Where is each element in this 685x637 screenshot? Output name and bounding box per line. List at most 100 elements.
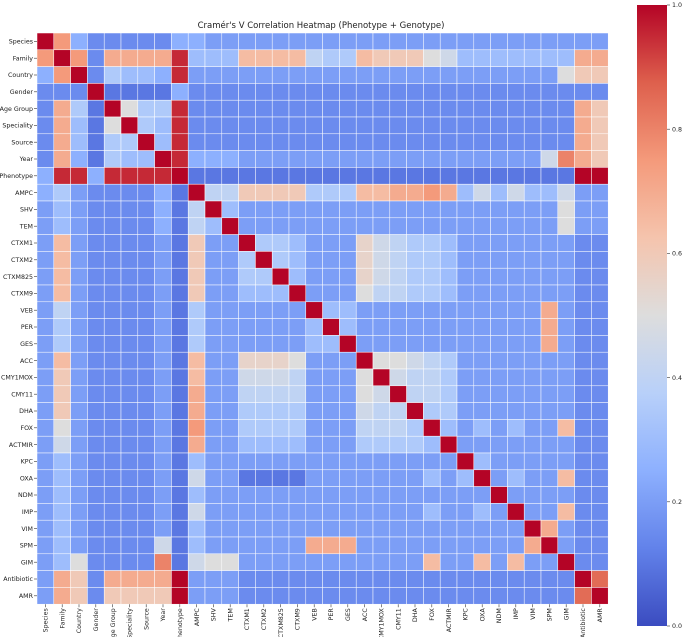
heatmap-cell-vim-kpc: [456, 519, 475, 538]
heatmap-cell-vim-source: [137, 519, 155, 538]
heatmap-cell-ctxm825-antibiotic: [574, 267, 592, 286]
heatmap-cell-spm-dha: [406, 536, 424, 555]
heatmap-cell-antibiotic-ndm: [490, 570, 508, 588]
heatmap-cell-dha-cmy1mox: [372, 402, 391, 420]
heatmap-cell-gender-veb: [305, 83, 323, 101]
heatmap-cell-ampc-ctxm825: [271, 183, 290, 202]
heatmap-cell-tem-veb: [305, 217, 323, 235]
heatmap-cell-country-ctxm1: [238, 66, 256, 84]
heatmap-cell-year-acc: [355, 150, 374, 168]
heatmap-cell-kpc-acc: [355, 452, 374, 471]
heatmap-cell-phenotype-ndm: [490, 167, 508, 185]
heatmap-cell-actmir-ctxm9: [288, 435, 307, 454]
heatmap-cell-ctxm2-ges: [339, 251, 357, 269]
heatmap-cell-source-actmir: [439, 133, 458, 151]
heatmap-cell-veb-ctxm825: [271, 301, 290, 319]
y-tick-label-shv: SHV: [20, 207, 34, 214]
heatmap-cell-ctxm9-phenotype: [171, 284, 189, 303]
heatmap-cell-dha-actmir: [439, 402, 458, 420]
heatmap-cell-ctxm9-tem: [221, 284, 239, 303]
heatmap-cell-ctxm2-ctxm825: [271, 251, 290, 269]
heatmap-cell-cmy1mox-tem: [221, 368, 239, 387]
x-tick-label-ctxm825: CTXM825: [278, 608, 285, 637]
heatmap-cell-age-group-gim: [557, 99, 575, 118]
heatmap-cell-year-source: [137, 150, 155, 168]
heatmap-cell-antibiotic-ges: [339, 570, 357, 588]
heatmap-cell-country-actmir: [439, 66, 458, 84]
heatmap-cell-antibiotic-family: [53, 570, 71, 588]
heatmap-cell-gim-family: [53, 553, 71, 571]
heatmap-cell-gim-vim: [523, 553, 542, 571]
heatmap-cell-amr-acc: [355, 587, 374, 605]
heatmap-cell-family-ctxm2: [255, 49, 273, 67]
heatmap-cell-fox-ndm: [490, 419, 508, 437]
heatmap-cell-species-age-group: [103, 32, 122, 51]
heatmap-cell-ctxm1-oxa: [473, 234, 491, 252]
heatmap-cell-gender-ctxm2: [255, 83, 273, 101]
heatmap-cell-country-year: [154, 66, 172, 84]
heatmap-cell-ctxm825-ndm: [490, 267, 508, 286]
heatmap-cell-dha-gim: [557, 402, 575, 420]
heatmap-cell-age-group-ctxm825: [271, 99, 290, 118]
heatmap-cell-country-acc: [355, 66, 374, 84]
heatmap-cell-per-spm: [540, 318, 559, 336]
heatmap-cell-vim-tem: [221, 519, 239, 538]
heatmap-cell-age-group-imp: [507, 99, 525, 118]
heatmap-cell-imp-vim: [523, 503, 542, 521]
heatmap-cell-ndm-source: [137, 486, 155, 504]
heatmap-cell-gender-amr: [591, 83, 609, 101]
heatmap-cell-ampc-phenotype: [171, 183, 189, 202]
heatmap-cell-fox-ctxm9: [288, 419, 307, 437]
heatmap-cell-ndm-vim: [523, 486, 542, 504]
heatmap-cell-cmy11-ctxm1: [238, 385, 256, 403]
heatmap-cell-ampc-species: [36, 183, 55, 202]
heatmap-cell-year-amr: [591, 150, 609, 168]
heatmap-cell-oxa-gim: [557, 469, 575, 487]
heatmap-cell-speciality-ctxm1: [238, 116, 256, 135]
heatmap-cell-amr-dha: [406, 587, 424, 605]
heatmap-cell-dha-oxa: [473, 402, 491, 420]
heatmap-cell-per-cmy11: [389, 318, 407, 336]
heatmap-cell-gender-year: [154, 83, 172, 101]
heatmap-cell-acc-acc: [355, 351, 374, 370]
heatmap-cell-species-ctxm2: [255, 32, 273, 51]
heatmap-cell-family-kpc: [456, 49, 475, 67]
x-tick-label-ctxm1: CTXM1: [244, 608, 251, 630]
heatmap-cell-oxa-actmir: [439, 469, 458, 487]
heatmap-cell-tem-year: [154, 217, 172, 235]
heatmap-cell-imp-tem: [221, 503, 239, 521]
heatmap-cell-shv-phenotype: [171, 200, 189, 219]
heatmap-cell-gender-phenotype: [171, 83, 189, 101]
heatmap-cell-phenotype-ampc: [187, 167, 206, 185]
heatmap-cell-cmy1mox-cmy1mox: [372, 368, 391, 387]
heatmap-cell-cmy11-ndm: [490, 385, 508, 403]
heatmap-cell-ges-family: [53, 335, 71, 353]
y-tick-label-ctxm1: CTXM1: [11, 240, 33, 247]
heatmap-cell-gim-per: [322, 553, 340, 571]
heatmap-cell-antibiotic-ctxm825: [271, 570, 290, 588]
heatmap-cell-spm-gim: [557, 536, 575, 555]
y-tick-label-cmy1mox: CMY1MOX: [1, 375, 34, 382]
heatmap-cell-ampc-speciality: [120, 183, 139, 202]
heatmap-cell-year-speciality: [120, 150, 139, 168]
heatmap-cell-shv-gender: [87, 200, 105, 219]
heatmap-cell-cmy1mox-spm: [540, 368, 559, 387]
heatmap-cell-ctxm9-cmy11: [389, 284, 407, 303]
heatmap-cell-family-vim: [523, 49, 542, 67]
heatmap-cell-speciality-fox: [423, 116, 441, 135]
heatmap-cell-phenotype-dha: [406, 167, 424, 185]
heatmap-cell-spm-gender: [87, 536, 105, 555]
heatmap-cell-oxa-source: [137, 469, 155, 487]
heatmap-cell-cmy1mox-ctxm1: [238, 368, 256, 387]
heatmap-cell-ctxm2-shv: [204, 251, 223, 269]
heatmap-cell-ctxm825-imp: [507, 267, 525, 286]
heatmap-cell-kpc-age-group: [103, 452, 122, 471]
heatmap-cell-cmy11-dha: [406, 385, 424, 403]
heatmap-cell-imp-shv: [204, 503, 223, 521]
heatmap-cell-amr-age-group: [103, 587, 122, 605]
heatmap-cell-species-actmir: [439, 32, 458, 51]
heatmap-cell-spm-fox: [423, 536, 441, 555]
heatmap-cell-ndm-ctxm1: [238, 486, 256, 504]
heatmap-cell-species-cmy11: [389, 32, 407, 51]
heatmap-cell-country-country: [70, 66, 88, 84]
